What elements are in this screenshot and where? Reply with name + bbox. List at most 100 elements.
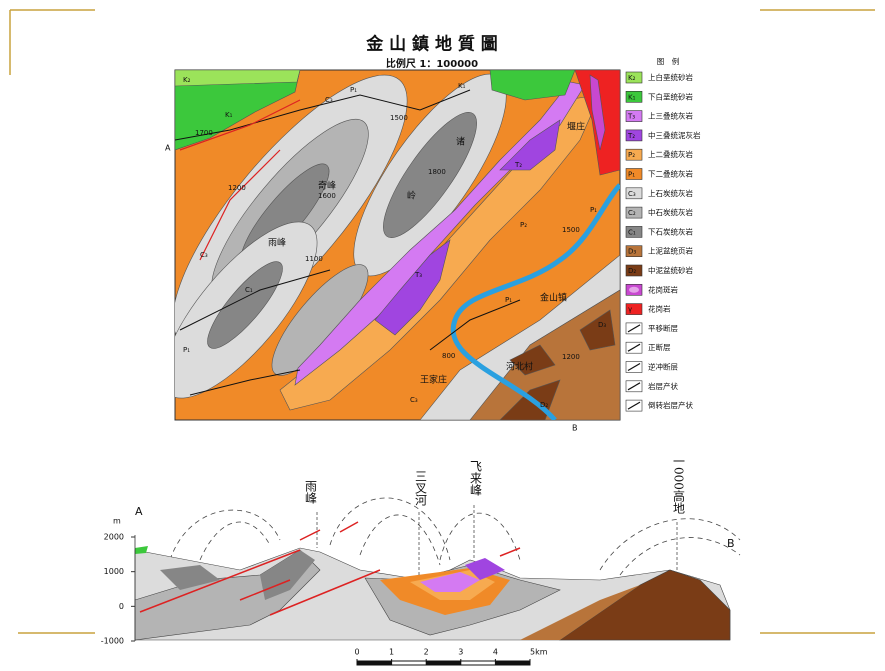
elevation: 1200 — [228, 184, 246, 192]
place-label: 岭 — [407, 190, 416, 202]
scale-tick-label: 4 — [493, 648, 498, 657]
legend-label: 逆冲断层 — [648, 362, 678, 372]
legend-label: 下二叠统灰岩 — [648, 169, 693, 179]
place-label: 奇峰 — [318, 180, 336, 192]
scale-bar-segment — [357, 661, 392, 665]
legend-symbol — [627, 401, 641, 410]
legend-label: 下石炭统灰岩 — [648, 226, 693, 236]
place-label: 堰庄 — [567, 121, 585, 133]
map-end: B — [572, 424, 578, 433]
scale-bar-segment — [495, 661, 530, 665]
elevation: 1500 — [562, 226, 580, 234]
place-label: 金山镇 — [540, 292, 567, 304]
unit-code: P₁ — [183, 346, 190, 354]
legend-code: D₂ — [628, 267, 636, 275]
y-tick-label: 0 — [119, 602, 124, 611]
legend: K₂ 上白垩统砂岩 K₁ 下白垩统砂岩 T₃ 上三叠统灰岩 T₂ 中三叠统泥灰岩 P₂ 上二叠统灰… — [625, 71, 701, 412]
unit-code: P₁ — [350, 86, 357, 94]
legend-symbol — [629, 286, 639, 293]
scale-tick-label: 2 — [424, 648, 429, 657]
unit-code: P₁ — [505, 296, 512, 304]
decor — [9, 9, 875, 634]
legend-code: K₁ — [628, 93, 636, 101]
elevation: 1100 — [305, 255, 323, 263]
legend-symbol — [627, 362, 641, 372]
elevation: 800 — [442, 352, 455, 360]
legend-symbol — [627, 324, 641, 333]
legend-label: 下白垩统砂岩 — [648, 91, 693, 101]
legend-label: 倒转岩层产状 — [648, 400, 693, 410]
legend-swatch — [625, 245, 643, 257]
legend-label: 花岗岩 — [648, 304, 671, 314]
legend-code: T₂ — [627, 132, 635, 140]
legend-label: 花岗斑岩 — [648, 284, 678, 294]
place-label: 诸 — [456, 137, 465, 148]
unit-code: C₃ — [200, 251, 208, 259]
elevation: 1700 — [195, 129, 213, 137]
axis-unit: m — [113, 517, 121, 526]
section-label: 飞来峰 — [469, 460, 483, 496]
scale-bar: 0 1 2 3 4 5km — [354, 648, 548, 666]
legend-symbol — [627, 382, 641, 391]
legend-swatch — [625, 303, 643, 315]
section-label: 雨峰 — [304, 480, 318, 504]
legend-code: P₁ — [628, 171, 635, 179]
unit-code: T₃ — [414, 271, 422, 279]
place-label: 河北村 — [506, 361, 533, 373]
legend-swatch — [625, 168, 643, 180]
legend-code: T₃ — [627, 113, 635, 121]
section-end: B — [727, 537, 735, 550]
elevation: 1200 — [562, 353, 580, 361]
legend-swatch — [625, 226, 643, 238]
unit-code: P₂ — [520, 221, 527, 229]
scale-tick-label: 3 — [458, 648, 463, 657]
legend-code: C₂ — [628, 209, 636, 217]
unit-code: T₂ — [514, 161, 522, 169]
legend-label: 上二叠统灰岩 — [648, 149, 693, 159]
unit-code: K₂ — [183, 76, 191, 84]
legend-swatch — [625, 148, 643, 161]
section-label: 一000高地 — [672, 455, 686, 514]
legend-label: 上泥盆统页岩 — [648, 246, 693, 256]
y-tick-label: -1000 — [101, 637, 124, 646]
place-label: 雨峰 — [268, 238, 286, 249]
legend-code: D₃ — [628, 248, 636, 256]
legend-code: C₃ — [628, 190, 636, 198]
y-tick-label: 2000 — [104, 533, 124, 542]
elevation: 1600 — [318, 192, 336, 200]
legend-swatch — [625, 110, 643, 122]
elevation: 1800 — [428, 168, 446, 176]
legend-swatch — [625, 187, 643, 200]
unit-code: K₁ — [458, 82, 466, 90]
elevation: 1500 — [390, 114, 408, 122]
cross-section — [134, 497, 741, 641]
legend-label: 上白垩统砂岩 — [648, 72, 693, 82]
legend-swatch — [625, 129, 643, 142]
section-end: A — [135, 505, 143, 518]
legend-label: 上三叠统灰岩 — [648, 111, 693, 121]
legend-code: K₂ — [628, 74, 636, 82]
section-label: 三叉河 — [414, 470, 428, 506]
legend-label: 正断层 — [648, 342, 671, 352]
scale-tick-label: 5km — [530, 648, 548, 657]
legend-title: 图 例 — [657, 56, 680, 66]
legend-label: 中石炭统灰岩 — [648, 207, 693, 217]
legend-label: 中三叠统泥灰岩 — [648, 130, 701, 140]
unit-code: D₂ — [540, 401, 548, 409]
map-end: A — [165, 144, 171, 153]
legend-swatch — [625, 206, 643, 219]
place-label: 王家庄 — [420, 374, 447, 386]
legend-symbol — [627, 343, 641, 352]
legend-label: 上石炭统灰岩 — [648, 188, 693, 198]
legend-swatch — [625, 91, 643, 103]
unit-code: P₁ — [590, 206, 597, 214]
unit-code: K₁ — [225, 111, 233, 119]
legend-label: 岩层产状 — [648, 381, 678, 391]
legend-code: C₁ — [628, 228, 636, 236]
unit-code: C₃ — [325, 96, 333, 104]
legend-swatch — [625, 71, 643, 84]
y-tick-label: 1000 — [104, 567, 124, 576]
map-title: 金 山 鎮 地 質 圖 — [365, 34, 498, 55]
